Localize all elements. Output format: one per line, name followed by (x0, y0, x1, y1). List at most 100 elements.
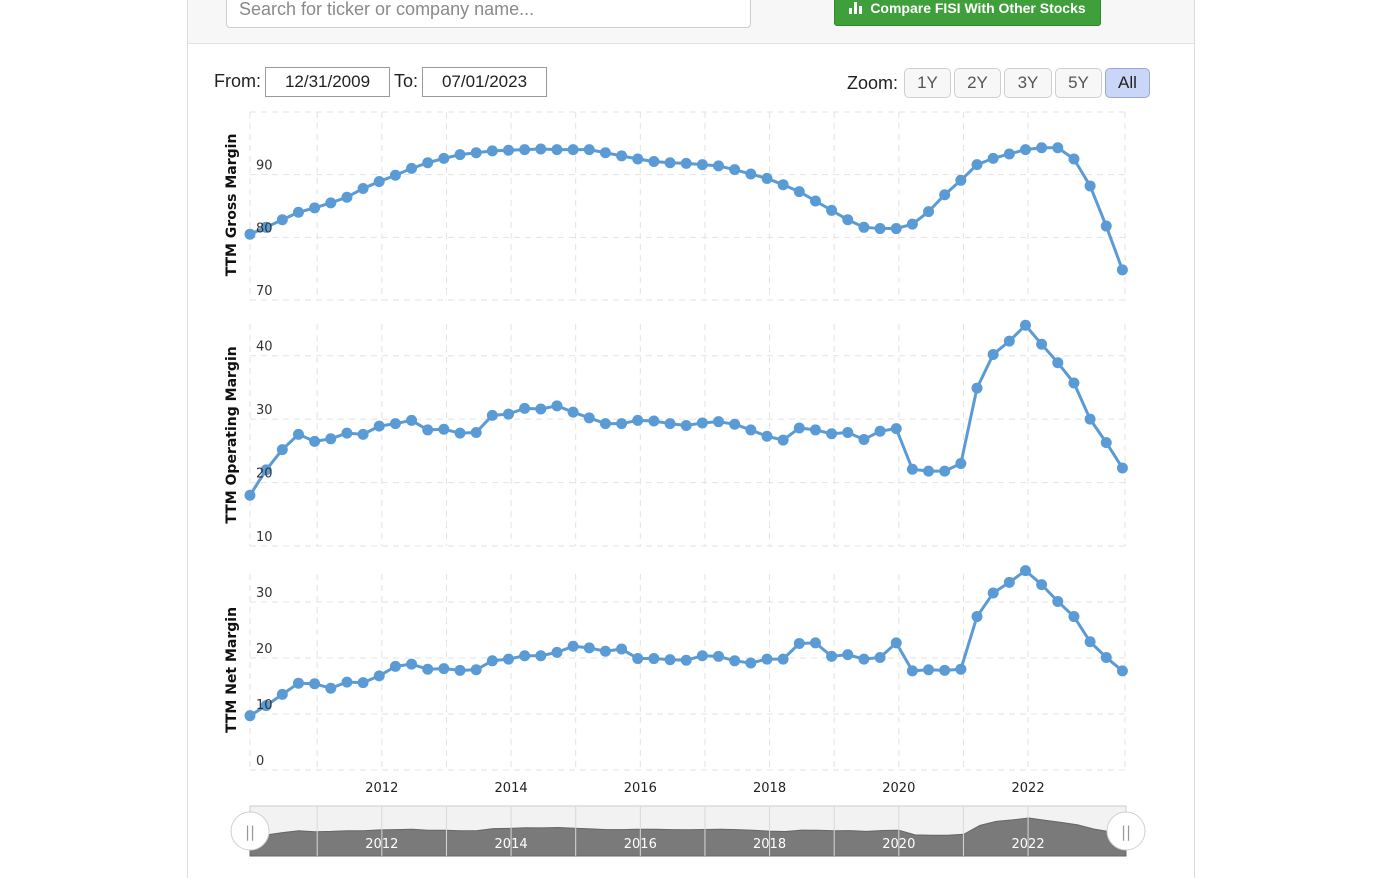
data-point[interactable] (422, 157, 434, 169)
data-point[interactable] (519, 144, 531, 156)
to-date-input[interactable] (422, 67, 547, 97)
data-point[interactable] (567, 406, 579, 418)
data-point[interactable] (325, 433, 337, 445)
data-point[interactable] (502, 144, 514, 156)
data-point[interactable] (389, 418, 401, 430)
zoom-3y-button[interactable]: 3Y (1004, 68, 1052, 98)
data-point[interactable] (826, 204, 838, 216)
data-point[interactable] (906, 463, 918, 475)
data-point[interactable] (664, 654, 676, 666)
data-point[interactable] (777, 434, 789, 446)
data-point[interactable] (632, 153, 644, 165)
data-point[interactable] (1003, 576, 1015, 588)
data-point[interactable] (535, 650, 547, 662)
data-point[interactable] (341, 191, 353, 203)
data-point[interactable] (890, 423, 902, 435)
data-point[interactable] (244, 228, 256, 240)
data-point[interactable] (874, 223, 886, 235)
data-point[interactable] (599, 645, 611, 657)
data-point[interactable] (696, 417, 708, 429)
data-point[interactable] (422, 424, 434, 436)
data-point[interactable] (357, 677, 369, 689)
data-point[interactable] (357, 182, 369, 194)
data-point[interactable] (809, 424, 821, 436)
data-point[interactable] (1003, 335, 1015, 347)
data-point[interactable] (745, 424, 757, 436)
data-point[interactable] (713, 650, 725, 662)
data-point[interactable] (1052, 142, 1064, 154)
data-point[interactable] (406, 658, 418, 670)
data-point[interactable] (519, 650, 531, 662)
data-point[interactable] (486, 409, 498, 421)
data-point[interactable] (616, 150, 628, 162)
data-point[interactable] (745, 657, 757, 669)
data-point[interactable] (874, 651, 886, 663)
data-point[interactable] (1036, 579, 1048, 591)
data-point[interactable] (696, 650, 708, 662)
data-point[interactable] (341, 676, 353, 688)
data-point[interactable] (793, 637, 805, 649)
data-point[interactable] (987, 587, 999, 599)
zoom-1y-button[interactable]: 1Y (904, 68, 951, 98)
data-point[interactable] (276, 444, 288, 456)
data-point[interactable] (567, 640, 579, 652)
data-point[interactable] (713, 416, 725, 428)
data-point[interactable] (971, 382, 983, 394)
data-point[interactable] (745, 168, 757, 180)
data-point[interactable] (406, 414, 418, 426)
data-point[interactable] (1100, 220, 1112, 232)
data-point[interactable] (680, 419, 692, 431)
data-point[interactable] (939, 189, 951, 201)
data-point[interactable] (535, 403, 547, 415)
data-point[interactable] (260, 464, 272, 476)
data-point[interactable] (292, 206, 304, 218)
data-point[interactable] (777, 653, 789, 665)
data-point[interactable] (599, 147, 611, 159)
data-point[interactable] (632, 653, 644, 665)
data-point[interactable] (260, 700, 272, 712)
data-point[interactable] (1003, 148, 1015, 160)
data-point[interactable] (809, 637, 821, 649)
data-point[interactable] (858, 221, 870, 233)
data-point[interactable] (826, 428, 838, 440)
data-point[interactable] (648, 653, 660, 665)
data-point[interactable] (470, 664, 482, 676)
data-point[interactable] (858, 433, 870, 445)
data-point[interactable] (955, 663, 967, 675)
data-point[interactable] (713, 160, 725, 172)
data-point[interactable] (777, 179, 789, 191)
data-point[interactable] (664, 418, 676, 430)
data-point[interactable] (1084, 180, 1096, 192)
data-point[interactable] (1084, 636, 1096, 648)
data-point[interactable] (842, 214, 854, 226)
data-point[interactable] (890, 223, 902, 235)
data-point[interactable] (389, 169, 401, 181)
data-point[interactable] (971, 611, 983, 623)
data-point[interactable] (809, 195, 821, 207)
data-point[interactable] (1068, 153, 1080, 165)
data-point[interactable] (632, 414, 644, 426)
data-point[interactable] (551, 400, 563, 412)
data-point[interactable] (309, 435, 321, 447)
data-point[interactable] (583, 412, 595, 424)
data-point[interactable] (761, 653, 773, 665)
data-point[interactable] (761, 172, 773, 184)
data-point[interactable] (906, 665, 918, 677)
data-point[interactable] (341, 427, 353, 439)
data-point[interactable] (438, 423, 450, 435)
data-point[interactable] (486, 145, 498, 157)
data-point[interactable] (955, 174, 967, 186)
data-point[interactable] (842, 426, 854, 438)
data-point[interactable] (923, 206, 935, 218)
data-point[interactable] (502, 653, 514, 665)
data-point[interactable] (939, 664, 951, 676)
compare-stocks-button[interactable]: Compare FISI With Other Stocks (834, 0, 1101, 26)
data-point[interactable] (987, 348, 999, 360)
data-point[interactable] (325, 682, 337, 694)
data-point[interactable] (1084, 413, 1096, 425)
data-point[interactable] (1019, 144, 1031, 156)
navigator-left-handle[interactable]: || (230, 811, 270, 851)
data-point[interactable] (1052, 357, 1064, 369)
data-point[interactable] (373, 420, 385, 432)
data-point[interactable] (583, 144, 595, 156)
